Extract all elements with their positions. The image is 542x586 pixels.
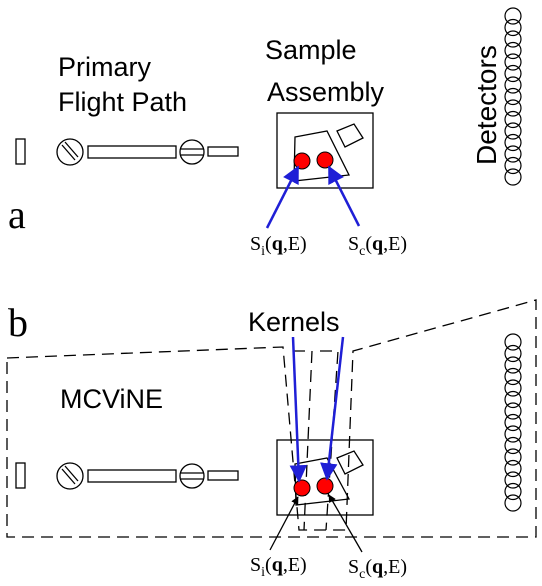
detector-tube (504, 436, 522, 455)
detector-tube (504, 482, 522, 501)
kernel-c-label: Sc(q,E) (348, 556, 407, 582)
detector-tube (504, 471, 522, 489)
sample-assembly-box (276, 439, 374, 516)
detector-tube (504, 356, 522, 374)
detector-tube (504, 87, 522, 106)
sample-assembly-box (276, 112, 374, 189)
sample-assembly-label-line2: Assembly (267, 77, 385, 107)
detector-array (504, 333, 522, 512)
detector-tube (504, 145, 522, 163)
beam-monitor (207, 146, 239, 157)
detector-tube (504, 333, 522, 351)
primary-flight-path-label-line1: Primary (58, 52, 151, 82)
detector-tube (504, 413, 522, 432)
detector-tube (504, 41, 522, 60)
detector-tube (504, 379, 522, 397)
chopper-disk-icon (56, 138, 84, 166)
detector-tube (504, 425, 522, 443)
neutron-source (15, 462, 26, 489)
detector-tube (504, 494, 522, 512)
kernel-c-arrow (327, 165, 361, 227)
detector-tube (504, 53, 522, 71)
panel-a: a Primary Flight Path Sample Assembly De… (8, 7, 522, 259)
container-shape (336, 123, 364, 148)
detector-tube (504, 156, 522, 175)
panel-b: b Kernels MCViNE Si(q,E) (6, 299, 537, 582)
detector-tube (504, 344, 522, 363)
kernel-i-arrow (265, 165, 300, 229)
panel-a-letter: a (8, 192, 26, 237)
detector-tube (504, 99, 522, 117)
kernel-i-arrow (289, 336, 308, 483)
detector-array (504, 7, 522, 186)
detector-tube (504, 133, 522, 152)
detector-tube (504, 64, 522, 83)
mcvine-boundary (6, 299, 537, 538)
beam-monitor (207, 470, 239, 481)
detector-tube (504, 30, 522, 48)
primary-flight-path-label-line2: Flight Path (58, 87, 187, 117)
scatterer-c (316, 151, 334, 169)
guide-tube (87, 145, 177, 159)
panel-b-letter: b (8, 300, 28, 345)
detector-tube (504, 76, 522, 94)
chopper-disk-icon (179, 463, 205, 489)
kernel-i-label: Si(q,E) (250, 233, 307, 259)
neutron-source (15, 138, 26, 165)
detector-tube (504, 367, 522, 386)
scatterer-i (293, 479, 311, 497)
detector-tube (504, 459, 522, 478)
detector-tube (504, 390, 522, 409)
mcvine-label: MCViNE (60, 384, 163, 414)
kernel-i-pointer (269, 496, 299, 551)
detector-tube (504, 110, 522, 129)
chopper-disk-icon (56, 462, 84, 490)
scatterer-c (316, 477, 334, 495)
detectors-label: Detectors (471, 45, 502, 165)
scatterer-i (293, 152, 311, 170)
kernel-i-label: Si(q,E) (250, 554, 307, 580)
detector-tube (504, 168, 522, 186)
kernel-c-label: Sc(q,E) (348, 233, 407, 259)
detector-tube (504, 402, 522, 420)
chopper-disk-icon (179, 139, 205, 165)
detector-tube (504, 7, 522, 25)
container-shape (336, 450, 364, 475)
kernels-label: Kernels (248, 307, 340, 337)
detector-tube (504, 18, 522, 37)
sample-assembly-label-line1: Sample (265, 35, 357, 65)
kernel-c-pointer (328, 494, 363, 553)
detector-tube (504, 122, 522, 140)
kernel-c-arrow (320, 336, 345, 481)
detector-tube (504, 448, 522, 466)
guide-tube (87, 469, 177, 483)
